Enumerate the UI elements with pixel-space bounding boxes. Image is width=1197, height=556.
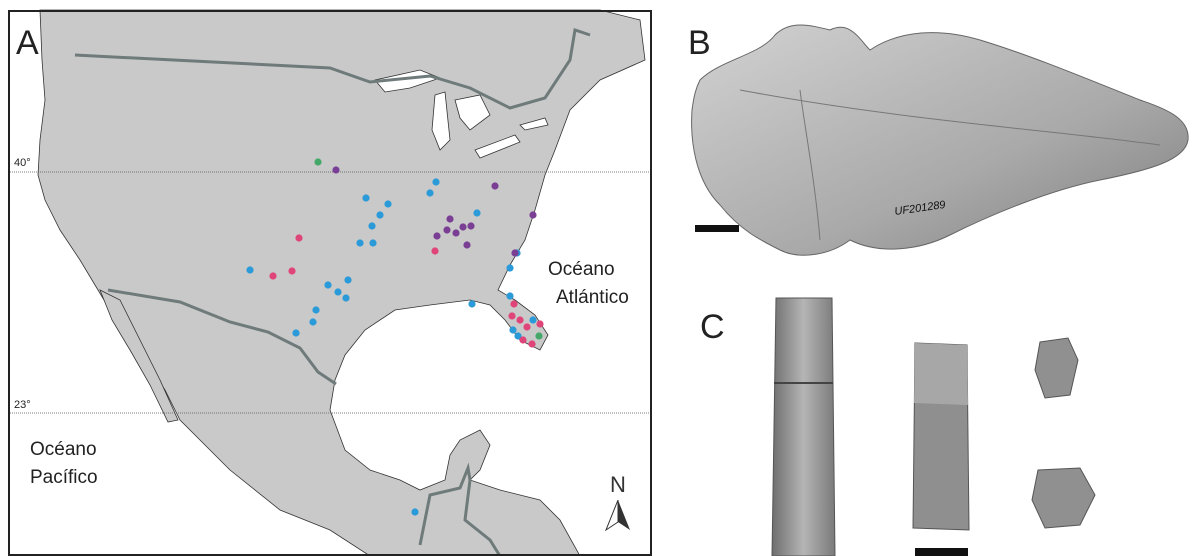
panel-label: A xyxy=(16,24,39,62)
scale-bar xyxy=(695,225,739,232)
locality xyxy=(432,178,439,185)
locality xyxy=(433,232,440,239)
locality xyxy=(292,329,299,336)
locality xyxy=(463,241,470,248)
panel-label: B xyxy=(688,24,711,62)
locality xyxy=(519,336,526,343)
locality xyxy=(509,326,516,333)
locality xyxy=(332,166,339,173)
ocean-label: Océano xyxy=(30,439,97,460)
locality xyxy=(369,239,376,246)
locality xyxy=(523,323,530,330)
locality xyxy=(443,226,450,233)
locality xyxy=(295,234,302,241)
locality xyxy=(426,189,433,196)
locality xyxy=(384,200,391,207)
locality xyxy=(411,508,418,515)
locality xyxy=(508,312,515,319)
locality xyxy=(356,239,363,246)
locality xyxy=(528,340,535,347)
locality xyxy=(334,288,341,295)
locality xyxy=(529,211,536,218)
latitude-label: 40° xyxy=(14,157,31,169)
locality xyxy=(246,266,253,273)
skull-photo xyxy=(692,25,1189,255)
locality xyxy=(368,222,375,229)
page: {"panels": { "a": {"label": "A", "lat_la… xyxy=(0,0,1197,556)
locality xyxy=(452,229,459,236)
locality xyxy=(459,223,466,230)
locality xyxy=(529,316,536,323)
locality xyxy=(342,294,349,301)
map-panel: 40° 23° Océano Atlántico Océano Pacífico… xyxy=(8,10,652,556)
osteoderm-photo xyxy=(772,298,835,556)
locality xyxy=(344,276,351,283)
locality xyxy=(491,182,498,189)
scale-bar xyxy=(915,548,968,556)
latitude-label: 23° xyxy=(14,399,31,411)
north-label: N xyxy=(610,472,626,497)
osteoderm-photo xyxy=(1032,468,1095,528)
locality xyxy=(446,215,453,222)
osteoderm-detail xyxy=(914,343,968,405)
skull-panel: B UF201289 xyxy=(688,24,1188,255)
locality xyxy=(516,316,523,323)
locality xyxy=(314,158,321,165)
locality xyxy=(312,306,319,313)
figure: 40° 23° Océano Atlántico Océano Pacífico… xyxy=(0,0,1197,556)
locality xyxy=(362,194,369,201)
locality xyxy=(506,292,513,299)
locality xyxy=(431,247,438,254)
locality xyxy=(269,272,276,279)
ocean-label: Océano xyxy=(548,259,615,280)
locality xyxy=(324,281,331,288)
osteoderm-photo xyxy=(1035,338,1078,398)
locality xyxy=(510,300,517,307)
locality xyxy=(309,318,316,325)
locality xyxy=(511,249,518,256)
osteoderm-panel: C xyxy=(700,298,1095,556)
ocean-label: Pacífico xyxy=(30,467,98,488)
locality xyxy=(536,320,543,327)
locality xyxy=(376,211,383,218)
locality xyxy=(506,264,513,271)
locality xyxy=(468,300,475,307)
locality xyxy=(535,332,542,339)
locality xyxy=(473,209,480,216)
locality xyxy=(288,267,295,274)
locality xyxy=(467,222,474,229)
panel-label: C xyxy=(700,308,725,346)
ocean-label: Atlántico xyxy=(556,287,629,308)
